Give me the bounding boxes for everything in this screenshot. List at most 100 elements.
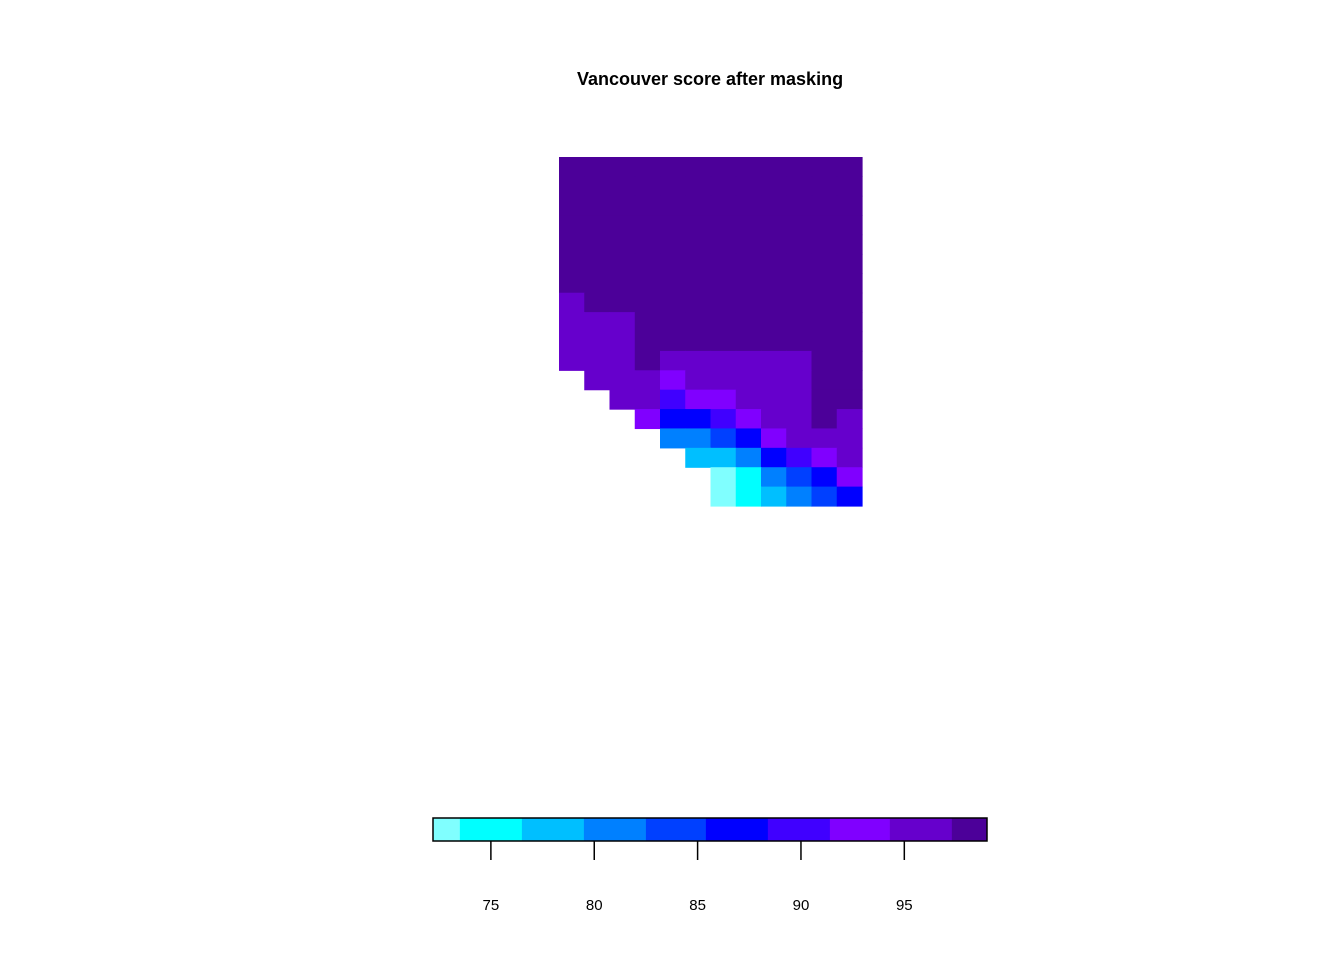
heatmap-cell <box>710 195 737 216</box>
heatmap-cell <box>836 273 863 294</box>
heatmap-cell <box>836 176 863 197</box>
heatmap-cell <box>811 215 838 236</box>
heatmap-cell <box>660 331 686 352</box>
heatmap-cell <box>634 157 661 177</box>
legend-swatch <box>829 818 891 841</box>
heatmap-cell <box>761 195 787 216</box>
legend-tick-label: 85 <box>689 897 706 914</box>
heatmap-cell <box>685 176 712 197</box>
heatmap-cell <box>710 409 737 430</box>
heatmap-cell <box>685 370 712 391</box>
heatmap-cell <box>584 350 611 371</box>
heatmap-cell <box>786 331 813 352</box>
heatmap-cell <box>710 447 737 468</box>
heatmap-cell <box>584 370 611 391</box>
legend-swatch <box>645 818 707 841</box>
heatmap-cell <box>634 253 661 274</box>
heatmap-cell <box>710 273 737 294</box>
heatmap-cell <box>735 389 762 410</box>
heatmap-cell <box>660 157 686 177</box>
legend-tick-label: 95 <box>896 897 913 914</box>
heatmap-cell <box>836 350 863 371</box>
heatmap-cell <box>761 486 787 507</box>
heatmap-cell <box>609 292 636 313</box>
legend-swatch <box>433 818 461 841</box>
heatmap-cell <box>836 467 863 488</box>
heatmap-cell <box>584 195 611 216</box>
heatmap-cell <box>811 350 838 371</box>
heatmap-cell <box>786 350 813 371</box>
heatmap-cell <box>735 157 762 177</box>
heatmap-cell <box>634 331 661 352</box>
heatmap-cell <box>584 292 611 313</box>
heatmap-cell <box>685 312 712 333</box>
heatmap-cell <box>559 312 585 333</box>
heatmap-cell <box>786 428 813 449</box>
heatmap-cell <box>811 370 838 391</box>
heatmap-cell <box>634 409 661 430</box>
heatmap-cell <box>735 215 762 236</box>
heatmap-cell <box>710 389 737 410</box>
legend-swatch <box>459 818 523 841</box>
heatmap-cell <box>811 312 838 333</box>
heatmap-cell <box>710 486 737 507</box>
heatmap-cell <box>735 292 762 313</box>
heatmap-cell <box>735 176 762 197</box>
heatmap-cell <box>811 428 838 449</box>
heatmap-cell <box>634 350 661 371</box>
chart-title: Vancouver score after masking <box>577 69 843 89</box>
heatmap-cell <box>584 312 611 333</box>
heatmap-cell <box>710 253 737 274</box>
heatmap-cell <box>811 389 838 410</box>
heatmap-cell <box>811 234 838 255</box>
heatmap-cell <box>634 195 661 216</box>
heatmap-cell <box>761 312 787 333</box>
heatmap-cell <box>735 409 762 430</box>
heatmap-cell <box>811 273 838 294</box>
heatmap-cell <box>559 195 585 216</box>
heatmap-cell <box>685 447 712 468</box>
heatmap-cell <box>609 312 636 333</box>
heatmap-cell <box>584 234 611 255</box>
heatmap-cell <box>559 350 585 371</box>
heatmap-cell <box>786 215 813 236</box>
color-legend: 75 80 85 90 95 <box>432 817 988 914</box>
heatmap-cell <box>761 447 787 468</box>
heatmap-cell <box>710 331 737 352</box>
heatmap-cell <box>735 312 762 333</box>
heatmap-cell <box>685 195 712 216</box>
heatmap-cell <box>634 370 661 391</box>
heatmap-cell <box>710 157 737 177</box>
heatmap-cell <box>761 409 787 430</box>
heatmap-cell <box>786 409 813 430</box>
heatmap-cell <box>609 157 636 177</box>
heatmap-cell <box>735 447 762 468</box>
heatmap-cell <box>735 234 762 255</box>
legend-swatch <box>583 818 647 841</box>
heatmap-cell <box>685 428 712 449</box>
heatmap-cell <box>836 234 863 255</box>
heatmap-cell <box>634 312 661 333</box>
heatmap-cell <box>735 331 762 352</box>
heatmap-cell <box>761 428 787 449</box>
heatmap-cell <box>761 273 787 294</box>
heatmap-cell <box>584 331 611 352</box>
heatmap-cell <box>660 428 686 449</box>
heatmap-cell <box>660 273 686 294</box>
heatmap-cell <box>786 292 813 313</box>
heatmap-cell <box>710 428 737 449</box>
heatmap-cell <box>811 157 838 177</box>
heatmap-cell <box>609 176 636 197</box>
heatmap-cell <box>710 234 737 255</box>
heatmap-cell <box>710 370 737 391</box>
heatmap-cell <box>660 195 686 216</box>
heatmap-cell <box>685 157 712 177</box>
heatmap-cell <box>735 350 762 371</box>
heatmap-cell <box>811 447 838 468</box>
heatmap-cell <box>634 273 661 294</box>
heatmap-cell <box>786 486 813 507</box>
heatmap-cell <box>811 331 838 352</box>
heatmap-cell <box>660 234 686 255</box>
heatmap-grid <box>559 157 863 507</box>
